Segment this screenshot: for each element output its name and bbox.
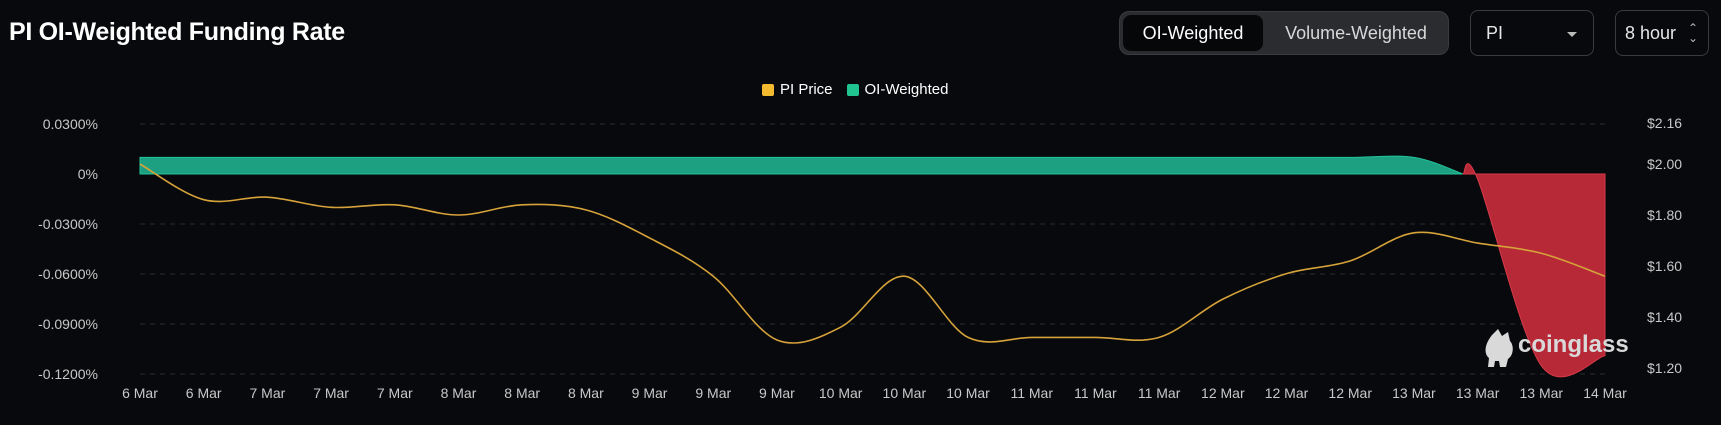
y-left-tick-label: 0.0300% [43,116,98,132]
interval-select[interactable]: 8 hour ⌃ ⌄ [1615,10,1709,56]
x-tick-label: 7 Mar [377,385,413,401]
oi-weighted-negative-area [1462,163,1606,378]
weighting-toggle: OI-Weighted Volume-Weighted [1119,11,1449,55]
y-right-tick-label: $1.40 [1647,309,1682,325]
y-right-tick-label: $2.16 [1647,115,1682,131]
x-tick-label: 13 Mar [1520,385,1564,401]
coin-select[interactable]: PI [1470,10,1594,56]
chevron-down-icon [1567,32,1577,37]
x-tick-label: 13 Mar [1392,385,1436,401]
x-tick-label: 13 Mar [1456,385,1500,401]
x-tick-label: 10 Mar [883,385,927,401]
x-tick-label: 7 Mar [249,385,285,401]
y-left-tick-label: 0% [78,166,98,182]
x-tick-label: 10 Mar [819,385,863,401]
x-tick-label: 6 Mar [186,385,222,401]
x-tick-label: 8 Mar [504,385,540,401]
interval-select-value: 8 hour [1625,23,1677,43]
legend-item-price[interactable]: PI Price [762,81,833,98]
y-right-tick-label: $1.20 [1647,360,1682,376]
tab-oi-weighted[interactable]: OI-Weighted [1123,15,1263,51]
updown-chevron-icon: ⌃ ⌄ [1687,21,1698,45]
oi-weighted-positive-area [139,155,1464,175]
pi-price-line [139,163,1606,344]
coinglass-logo-icon [1485,329,1513,367]
x-tick-label: 8 Mar [441,385,477,401]
page-title: PI OI-Weighted Funding Rate [9,18,345,46]
x-tick-label: 11 Mar [1138,385,1181,401]
x-tick-label: 11 Mar [1010,385,1053,401]
x-tick-label: 11 Mar [1074,385,1117,401]
x-tick-label: 9 Mar [759,385,795,401]
x-tick-label: 12 Mar [1328,385,1372,401]
y-right-tick-label: $2.00 [1647,156,1682,172]
legend-swatch-price [762,83,774,96]
chart-legend: PI Price OI-Weighted [762,81,948,98]
x-tick-label: 10 Mar [946,385,990,401]
y-left-tick-label: -0.1200% [38,366,98,382]
x-tick-label: 12 Mar [1265,385,1309,401]
legend-label-oi: OI-Weighted [864,81,949,98]
coinglass-watermark: coinglass [1485,329,1629,367]
y-left-tick-label: -0.0300% [38,216,98,232]
tab-volume-weighted[interactable]: Volume-Weighted [1285,23,1427,43]
y-right-tick-label: $1.60 [1647,258,1682,274]
legend-label-price: PI Price [780,81,833,98]
x-tick-label: 6 Mar [122,385,158,401]
watermark-text: coinglass [1518,331,1629,358]
x-tick-label: 9 Mar [695,385,731,401]
x-tick-label: 8 Mar [568,385,604,401]
coin-select-value: PI [1486,23,1504,43]
y-left-tick-label: -0.0900% [38,316,98,332]
x-tick-label: 9 Mar [632,385,668,401]
x-tick-label: 7 Mar [313,385,349,401]
y-left-tick-label: -0.0600% [38,266,98,282]
legend-swatch-oi [846,83,859,96]
y-right-tick-label: $1.80 [1647,207,1682,223]
x-tick-label: 14 Mar [1583,385,1627,401]
legend-item-oi[interactable]: OI-Weighted [846,81,949,98]
x-tick-label: 12 Mar [1201,385,1245,401]
